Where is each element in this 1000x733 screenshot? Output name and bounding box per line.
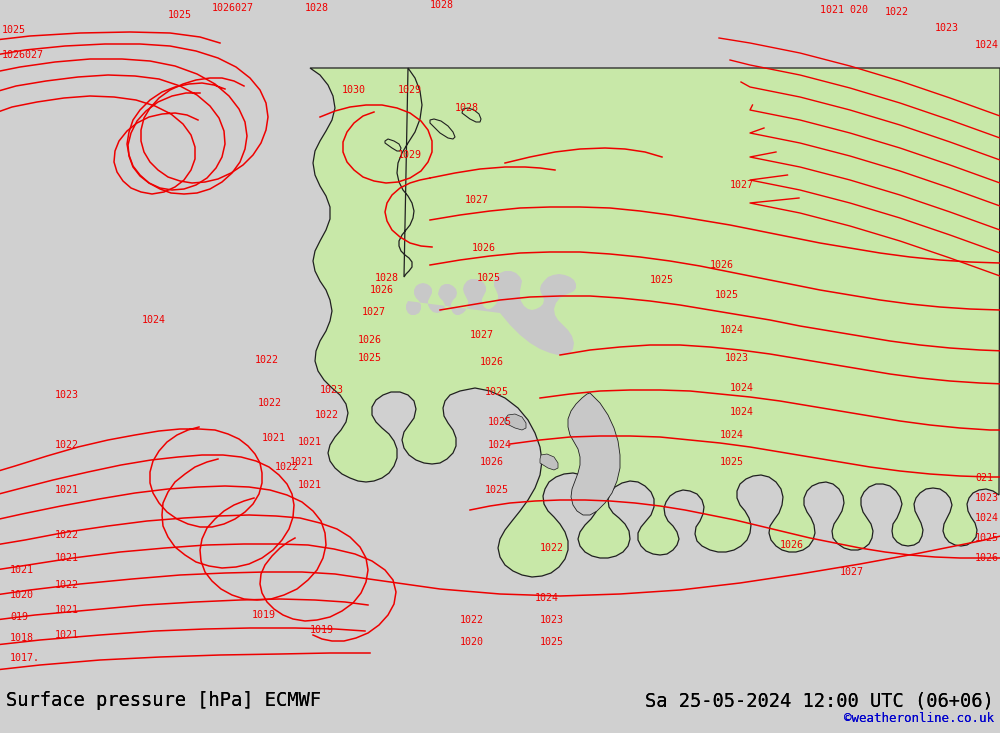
Text: 1024: 1024 xyxy=(142,315,166,325)
Text: 1027: 1027 xyxy=(465,195,489,205)
Text: 1025: 1025 xyxy=(975,533,999,543)
Text: 1030: 1030 xyxy=(342,85,366,95)
Text: 1021: 1021 xyxy=(262,433,286,443)
Text: 1026: 1026 xyxy=(780,540,804,550)
Text: 1023: 1023 xyxy=(540,615,564,625)
Text: 1026027: 1026027 xyxy=(2,50,44,60)
Text: 1021: 1021 xyxy=(298,480,322,490)
Text: ©weatheronline.co.uk: ©weatheronline.co.uk xyxy=(844,712,994,725)
Text: 1018: 1018 xyxy=(10,633,34,643)
Polygon shape xyxy=(385,139,401,151)
Polygon shape xyxy=(568,393,620,515)
Text: 1026: 1026 xyxy=(480,457,504,467)
Text: 1024: 1024 xyxy=(730,407,754,417)
Text: 019: 019 xyxy=(10,612,28,622)
Text: 1029: 1029 xyxy=(398,150,422,160)
Text: 1027: 1027 xyxy=(730,180,754,190)
Text: Surface pressure [hPa] ECMWF: Surface pressure [hPa] ECMWF xyxy=(6,691,321,710)
Text: 1026: 1026 xyxy=(472,243,496,253)
Polygon shape xyxy=(406,271,576,355)
Text: 1024: 1024 xyxy=(730,383,754,393)
Text: 1024: 1024 xyxy=(488,440,512,450)
Text: 1025: 1025 xyxy=(2,25,26,35)
Text: 1027: 1027 xyxy=(470,330,494,340)
Text: 1021: 1021 xyxy=(55,485,79,495)
Text: 1023: 1023 xyxy=(935,23,959,33)
Text: 1021 020: 1021 020 xyxy=(820,5,868,15)
Text: 1028: 1028 xyxy=(455,103,479,113)
Text: 1025: 1025 xyxy=(650,275,674,285)
Text: Sa 25-05-2024 12:00 UTC (06+06): Sa 25-05-2024 12:00 UTC (06+06) xyxy=(645,691,994,710)
Text: 1021: 1021 xyxy=(290,457,314,467)
Text: 1025: 1025 xyxy=(540,637,564,647)
Text: 1028: 1028 xyxy=(430,0,454,10)
Text: Surface pressure [hPa] ECMWF: Surface pressure [hPa] ECMWF xyxy=(6,691,321,710)
Text: 1021: 1021 xyxy=(55,630,79,640)
Text: 1019: 1019 xyxy=(252,610,276,620)
Text: 1022: 1022 xyxy=(885,7,909,17)
Polygon shape xyxy=(397,68,422,277)
Text: 1028: 1028 xyxy=(375,273,399,283)
Text: 1024: 1024 xyxy=(720,325,744,335)
Polygon shape xyxy=(430,119,455,139)
Text: 1025: 1025 xyxy=(477,273,501,283)
Text: 1025: 1025 xyxy=(715,290,739,300)
Text: 1021: 1021 xyxy=(298,437,322,447)
Text: 1026: 1026 xyxy=(975,553,999,563)
Text: 1025: 1025 xyxy=(168,10,192,20)
Text: 1022: 1022 xyxy=(55,440,79,450)
Text: 1021: 1021 xyxy=(10,565,34,575)
Polygon shape xyxy=(310,68,1000,577)
Polygon shape xyxy=(462,108,481,122)
Text: 1024: 1024 xyxy=(720,430,744,440)
Text: 1023: 1023 xyxy=(975,493,999,503)
Text: 1022: 1022 xyxy=(540,543,564,553)
Text: 021: 021 xyxy=(975,473,993,483)
Text: 1020: 1020 xyxy=(460,637,484,647)
Text: 1017.: 1017. xyxy=(10,653,40,663)
Text: 1029: 1029 xyxy=(398,85,422,95)
Text: 1023: 1023 xyxy=(55,390,79,400)
Text: 1022: 1022 xyxy=(315,410,339,420)
Text: 1025: 1025 xyxy=(720,457,744,467)
Text: 1025: 1025 xyxy=(485,485,509,495)
Polygon shape xyxy=(505,414,526,430)
Text: 1022: 1022 xyxy=(255,355,279,365)
Text: Sa 25-05-2024 12:00 UTC (06+06): Sa 25-05-2024 12:00 UTC (06+06) xyxy=(645,691,994,710)
Text: 1023: 1023 xyxy=(725,353,749,363)
Text: 1027: 1027 xyxy=(362,307,386,317)
Text: 1026: 1026 xyxy=(358,335,382,345)
Text: 1026: 1026 xyxy=(480,357,504,367)
Text: 1019: 1019 xyxy=(310,625,334,635)
Text: 1025: 1025 xyxy=(485,387,509,397)
Text: 1022: 1022 xyxy=(258,398,282,408)
Text: 1021: 1021 xyxy=(55,605,79,615)
Text: ©weatheronline.co.uk: ©weatheronline.co.uk xyxy=(844,712,994,725)
Text: 1026: 1026 xyxy=(370,285,394,295)
Text: 1022: 1022 xyxy=(275,462,299,472)
Polygon shape xyxy=(540,454,558,470)
Text: 1024: 1024 xyxy=(535,593,559,603)
Text: 1024: 1024 xyxy=(975,513,999,523)
Text: 1022: 1022 xyxy=(55,580,79,590)
Text: 1020: 1020 xyxy=(10,590,34,600)
Text: 1024: 1024 xyxy=(975,40,999,50)
Text: 1022: 1022 xyxy=(55,530,79,540)
Text: 1025: 1025 xyxy=(488,417,512,427)
Text: 1026: 1026 xyxy=(710,260,734,270)
Text: 1028: 1028 xyxy=(305,3,329,13)
Text: 1025: 1025 xyxy=(358,353,382,363)
Text: 1023: 1023 xyxy=(320,385,344,395)
Bar xyxy=(0,683,1000,733)
Text: 1022: 1022 xyxy=(460,615,484,625)
Text: 1027: 1027 xyxy=(840,567,864,577)
Text: 1021: 1021 xyxy=(55,553,79,563)
Text: 1026027: 1026027 xyxy=(212,3,254,13)
